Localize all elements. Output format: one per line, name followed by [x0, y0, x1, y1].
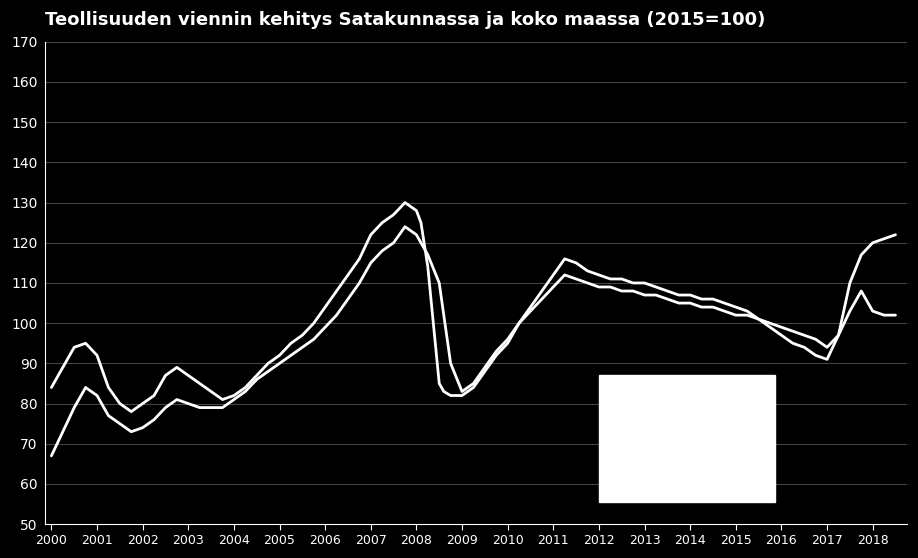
Bar — [599, 376, 775, 502]
Text: Teollisuuden viennin kehitys Satakunnassa ja koko maassa (2015=100): Teollisuuden viennin kehitys Satakunnass… — [45, 11, 765, 29]
